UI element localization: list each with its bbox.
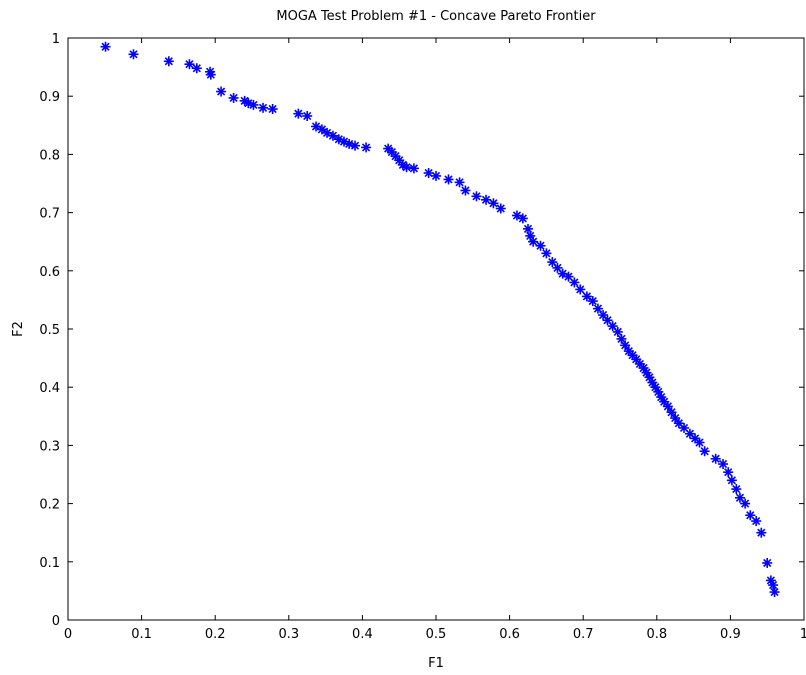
x-tick-label: 0 [64,627,72,642]
data-point [316,124,327,135]
x-tick-label: 0.5 [426,627,447,642]
y-tick-label: 1 [52,32,60,47]
y-tick-label: 0.5 [39,323,60,338]
data-point [228,92,239,103]
data-point [431,170,441,181]
data-point [302,110,313,121]
data-points [100,41,780,598]
data-point [128,49,139,60]
data-point [408,163,419,174]
data-point [587,296,598,307]
data-point [751,516,762,527]
data-point [517,213,528,224]
data-point [528,236,539,247]
y-tick-label: 0 [52,614,60,629]
data-point [620,340,631,351]
data-point [710,453,721,464]
y-tick-label: 0.1 [39,556,60,571]
data-point [718,459,729,470]
data-point [401,162,412,173]
data-point [699,446,710,457]
x-tick-label: 0.2 [205,627,226,642]
x-tick-label: 0.7 [573,627,594,642]
data-point [684,428,695,439]
data-point [602,315,613,326]
x-tick-label: 0.6 [499,627,520,642]
data-point [726,475,737,486]
data-point [612,326,623,337]
data-point [258,102,269,113]
data-point [423,168,434,179]
data-point [673,418,684,429]
x-tick-label: 0.1 [131,627,152,642]
data-point [723,467,734,478]
y-tick-label: 0.4 [39,381,60,396]
data-point [443,174,454,185]
data-point [460,185,471,196]
data-point [557,268,568,279]
data-point [581,291,592,302]
y-tick-label: 0.2 [39,498,60,513]
x-tick-label: 0.9 [720,627,741,642]
x-axis-ticks: 0 0.1 0.2 0.3 0.4 0.5 0.6 0.7 0.8 0.9 1 [64,38,806,642]
data-point [495,203,506,214]
data-point [191,63,202,74]
y-tick-label: 0.6 [39,265,60,280]
data-point [768,580,779,591]
data-point [740,498,751,509]
data-point [184,59,195,70]
data-point [552,262,563,273]
data-point [361,142,372,153]
data-point [569,277,580,288]
plot-area [67,37,805,621]
data-point [666,407,677,418]
data-point [662,401,673,412]
data-point [216,86,227,97]
data-point [488,198,499,209]
data-point [248,99,259,110]
x-axis-label: F1 [428,656,444,671]
data-point [592,303,603,314]
data-point [350,140,361,151]
data-point [344,138,355,149]
x-tick-label: 0.4 [352,627,373,642]
data-point [205,69,216,80]
y-tick-label: 0.3 [39,439,60,454]
data-point [607,321,618,332]
data-point [541,248,552,259]
data-point [756,527,767,538]
data-point [523,223,533,234]
y-tick-label: 0.8 [39,148,60,163]
data-point [293,108,304,119]
y-axis-ticks: 0 0.1 0.2 0.3 0.4 0.5 0.6 0.7 0.8 0.9 1 [39,32,804,629]
data-point [100,41,111,52]
x-tick-label: 0.3 [278,627,299,642]
data-point [471,191,482,202]
y-tick-label: 0.7 [39,207,60,222]
y-tick-label: 0.9 [39,90,60,105]
data-point [575,284,586,295]
data-point [762,557,773,568]
data-point [769,587,780,598]
data-point [616,333,627,344]
data-point [163,56,174,67]
x-tick-label: 0.8 [646,627,667,642]
data-point [731,484,742,495]
x-tick-label: 1 [800,627,806,642]
y-axis-label: F2 [11,321,26,337]
data-point [454,177,465,188]
chart-title: MOGA Test Problem #1 - Concave Pareto Fr… [276,9,596,24]
data-point [694,437,705,448]
data-point [535,240,546,251]
data-point [481,194,492,205]
data-point [650,382,661,393]
data-point [267,104,278,115]
data-point [670,413,681,424]
